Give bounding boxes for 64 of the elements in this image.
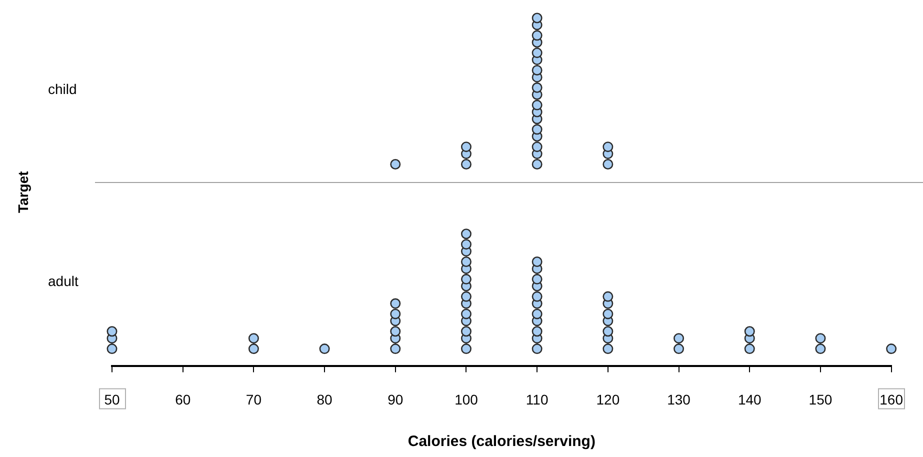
point (390, 308, 401, 320)
text: child (48, 80, 77, 97)
point (460, 291, 472, 302)
point (460, 308, 472, 320)
point (674, 344, 684, 354)
point (460, 142, 472, 152)
point (532, 82, 542, 93)
point (390, 326, 401, 337)
x-tick-label: 60 (175, 391, 191, 408)
point (460, 344, 472, 354)
point (532, 30, 542, 41)
point (602, 291, 614, 302)
text: adult (48, 272, 78, 289)
point (532, 326, 542, 337)
point (532, 124, 542, 135)
point (532, 12, 542, 24)
point (319, 344, 330, 354)
point (460, 228, 472, 240)
point (602, 142, 614, 152)
point (532, 344, 542, 354)
point (532, 48, 542, 58)
x-tick-label: 100 (454, 391, 478, 408)
x-tick-label: 80 (316, 391, 333, 408)
text: Target (14, 170, 31, 213)
point (744, 326, 755, 337)
point (460, 326, 472, 337)
point (602, 326, 614, 337)
point (532, 256, 542, 267)
point (532, 274, 542, 284)
point (532, 158, 542, 170)
point (248, 333, 259, 344)
x-tick-label: 140 (738, 391, 762, 408)
point (815, 344, 826, 354)
point (390, 158, 401, 170)
point (602, 344, 614, 354)
point (744, 344, 755, 354)
point (532, 64, 542, 76)
x-tick-label: 160 (880, 391, 904, 408)
point (532, 100, 542, 110)
point (460, 239, 472, 250)
point (602, 308, 614, 320)
x-tick-label: 130 (667, 391, 691, 408)
x-axis-title: Calories (calories/serving) (408, 433, 596, 450)
x-tick-label: 110 (526, 391, 548, 408)
point (106, 344, 118, 354)
point (815, 333, 826, 344)
point (390, 344, 401, 354)
x-tick-label: 50 (104, 391, 120, 408)
point (602, 158, 614, 170)
point (532, 142, 542, 152)
point (674, 333, 684, 344)
x-tick-label: 70 (246, 391, 262, 408)
point (532, 308, 542, 320)
point (886, 344, 897, 354)
point (248, 344, 259, 354)
point (532, 291, 542, 302)
point (460, 274, 472, 284)
point (460, 256, 472, 267)
x-tick-label: 120 (596, 391, 620, 408)
x-tick-label: 150 (808, 391, 832, 408)
point (390, 298, 401, 309)
point (106, 326, 118, 337)
point (460, 158, 472, 170)
x-tick-label: 90 (388, 391, 404, 408)
